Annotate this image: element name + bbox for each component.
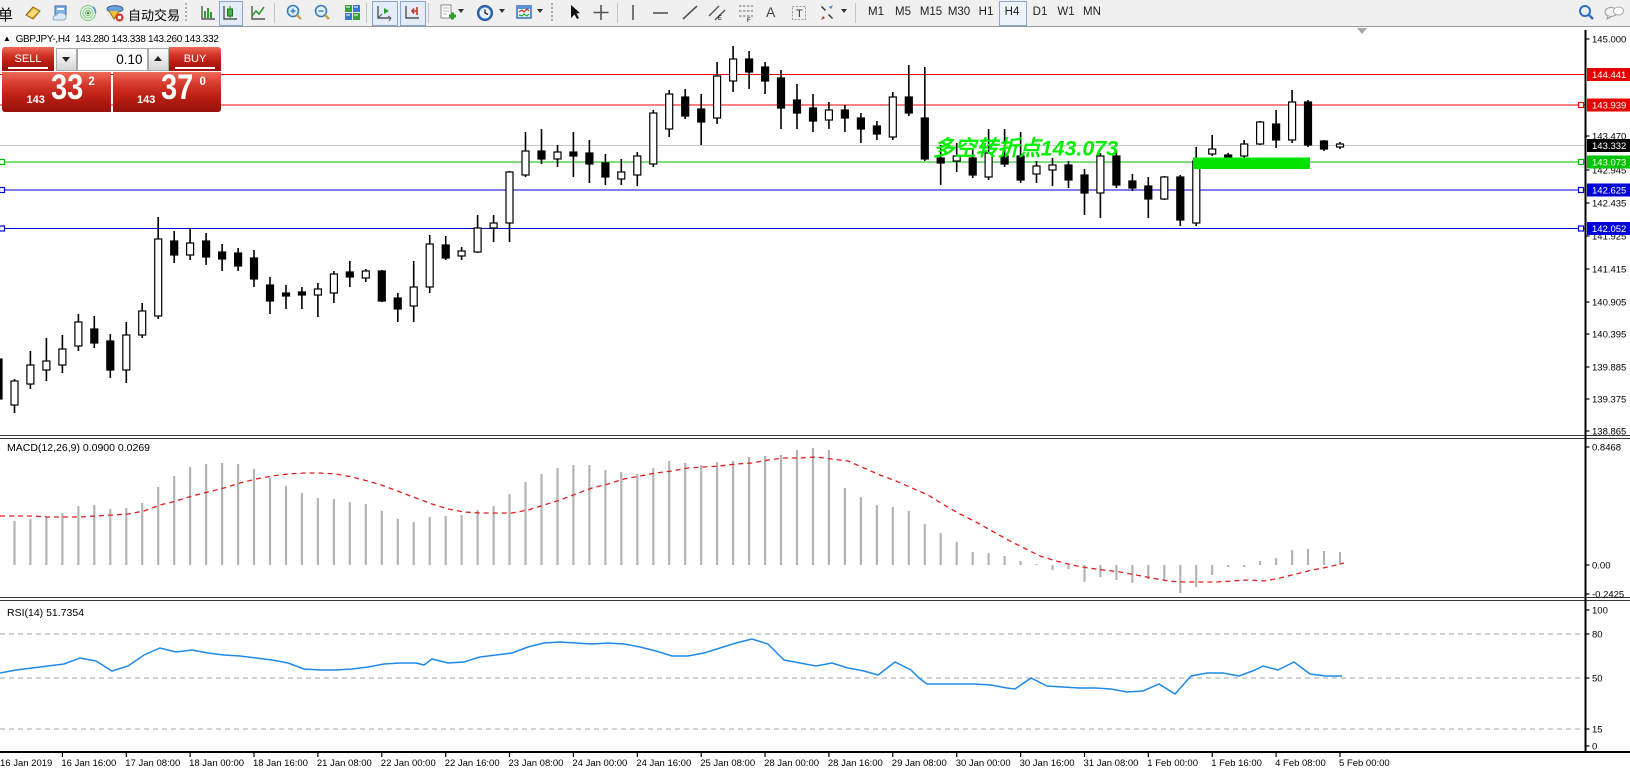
svg-text:143.470: 143.470 xyxy=(1592,132,1626,143)
svg-text:100: 100 xyxy=(1592,606,1608,617)
svg-text:142.435: 142.435 xyxy=(1592,199,1626,210)
svg-text:23 Jan 08:00: 23 Jan 08:00 xyxy=(509,758,564,769)
svg-text:18 Jan 00:00: 18 Jan 00:00 xyxy=(189,758,244,769)
svg-text:22 Jan 00:00: 22 Jan 00:00 xyxy=(381,758,436,769)
svg-text:28 Jan 16:00: 28 Jan 16:00 xyxy=(828,758,883,769)
svg-text:-0.2425: -0.2425 xyxy=(1592,590,1624,601)
svg-text:138.865: 138.865 xyxy=(1592,427,1626,438)
svg-text:0: 0 xyxy=(1592,742,1597,753)
svg-text:MACD(12,26,9) 0.0900 0.0269: MACD(12,26,9) 0.0900 0.0269 xyxy=(7,442,150,454)
svg-text:139.885: 139.885 xyxy=(1592,363,1626,374)
svg-text:142.945: 142.945 xyxy=(1592,166,1626,177)
svg-text:140.905: 140.905 xyxy=(1592,298,1626,309)
svg-text:145.000: 145.000 xyxy=(1592,35,1626,46)
svg-text:5 Feb 00:00: 5 Feb 00:00 xyxy=(1339,758,1390,769)
svg-text:50: 50 xyxy=(1592,674,1603,685)
svg-text:31 Jan 08:00: 31 Jan 08:00 xyxy=(1084,758,1139,769)
svg-text:24 Jan 00:00: 24 Jan 00:00 xyxy=(572,758,627,769)
svg-text:28 Jan 00:00: 28 Jan 00:00 xyxy=(764,758,819,769)
svg-text:24 Jan 16:00: 24 Jan 16:00 xyxy=(636,758,691,769)
svg-text:140.395: 140.395 xyxy=(1592,330,1626,341)
svg-text:29 Jan 08:00: 29 Jan 08:00 xyxy=(892,758,947,769)
svg-text:T: T xyxy=(796,8,803,20)
svg-text:142.052: 142.052 xyxy=(1592,224,1626,235)
svg-text:30 Jan 00:00: 30 Jan 00:00 xyxy=(956,758,1011,769)
svg-text:22 Jan 16:00: 22 Jan 16:00 xyxy=(445,758,500,769)
svg-text:17 Jan 08:00: 17 Jan 08:00 xyxy=(125,758,180,769)
svg-text:18 Jan 16:00: 18 Jan 16:00 xyxy=(253,758,308,769)
svg-text:F: F xyxy=(747,18,751,23)
svg-text:15: 15 xyxy=(1592,725,1603,736)
svg-text:144.441: 144.441 xyxy=(1592,70,1626,81)
svg-text:142.625: 142.625 xyxy=(1592,186,1626,197)
svg-text:1 Feb 00:00: 1 Feb 00:00 xyxy=(1147,758,1198,769)
svg-text:0.8468: 0.8468 xyxy=(1592,443,1621,454)
svg-text:143.073: 143.073 xyxy=(1592,158,1626,169)
svg-text:30 Jan 16:00: 30 Jan 16:00 xyxy=(1020,758,1075,769)
svg-text:141.415: 141.415 xyxy=(1592,265,1626,276)
svg-text:4 Feb 08:00: 4 Feb 08:00 xyxy=(1275,758,1326,769)
svg-text:80: 80 xyxy=(1592,630,1603,641)
svg-text:1 Feb 16:00: 1 Feb 16:00 xyxy=(1211,758,1262,769)
svg-text:21 Jan 08:00: 21 Jan 08:00 xyxy=(317,758,372,769)
svg-text:0.00: 0.00 xyxy=(1592,561,1611,572)
svg-text:25 Jan 08:00: 25 Jan 08:00 xyxy=(700,758,755,769)
svg-text:143.332: 143.332 xyxy=(1592,141,1626,152)
svg-text:多空转折点143.073: 多空转折点143.073 xyxy=(933,137,1118,161)
svg-text:139.375: 139.375 xyxy=(1592,395,1626,406)
svg-text:143.939: 143.939 xyxy=(1592,101,1626,112)
svg-text:16 Jan 16:00: 16 Jan 16:00 xyxy=(61,758,116,769)
svg-text:E: E xyxy=(718,16,722,22)
svg-text:141.925: 141.925 xyxy=(1592,232,1626,243)
svg-text:16 Jan 2019: 16 Jan 2019 xyxy=(0,758,52,769)
svg-text:RSI(14) 51.7354: RSI(14) 51.7354 xyxy=(7,607,84,619)
